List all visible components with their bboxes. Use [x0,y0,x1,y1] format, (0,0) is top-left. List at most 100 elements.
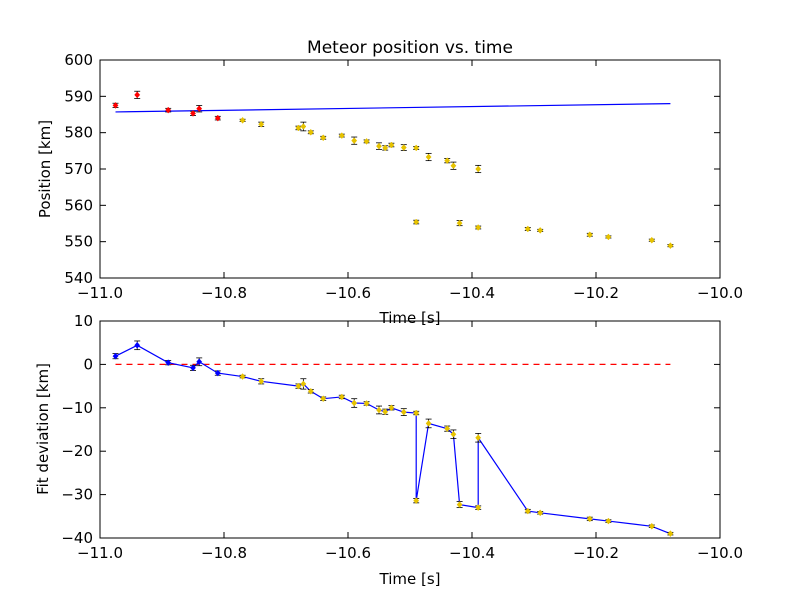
position-y-axis-label: Position [km] [36,120,54,218]
deviation-y-tick-label: 0 [83,355,93,373]
position-point [475,164,482,174]
position-y-tick-label: 550 [64,233,93,251]
position-point [295,124,302,132]
position-x-tick-label: −10.0 [697,284,743,302]
fit-line [115,103,671,113]
deviation-point [537,509,544,517]
deviation-y-tick-label: 10 [74,312,93,330]
position-point [214,114,221,122]
deviation-point [475,433,482,443]
deviation-point [413,497,420,505]
deviation-point [363,400,370,407]
position-point [351,136,358,145]
deviation-point [425,418,432,429]
position-point [586,231,593,239]
deviation-point [605,517,612,525]
deviation-point [648,522,655,530]
position-point [363,138,370,145]
position-y-ticks: 540 550 560 570 580 590 600 [64,51,720,287]
position-point [196,105,203,113]
deviation-y-ticks: −40 −30 −20 −10 0 10 [61,312,720,547]
deviation-x-tick-label: −10.8 [201,544,247,562]
deviation-y-tick-label: −20 [61,442,93,460]
deviation-point [239,373,246,380]
deviation-point [667,530,674,538]
position-x-tick-label: −10.2 [573,284,619,302]
deviation-point [586,515,593,523]
deviation-point [190,364,196,372]
deviation-y-axis-label: Fit deviation [km] [34,363,52,495]
position-x-tick-label: −10.8 [201,284,247,302]
position-chart: Meteor position vs. time −11.0 −10.8 −10.6… [36,38,743,327]
deviation-point [338,393,345,401]
deviation-point [300,378,307,390]
position-point [307,128,314,136]
deviation-point [295,382,302,390]
deviation-point [388,404,395,412]
position-x-axis-label: Time [s] [379,309,441,327]
deviation-axes-frame [99,320,721,539]
position-plot-area [112,90,674,250]
deviation-x-axis-label: Time [s] [379,570,441,588]
deviation-line [115,344,671,535]
deviation-point [214,369,221,377]
position-y-tick-label: 560 [64,196,93,214]
deviation-plot-area [112,340,674,538]
position-point [524,225,531,233]
deviation-point [320,395,327,403]
position-point [320,134,327,142]
position-point [239,116,246,124]
position-point [537,227,544,234]
position-point [400,144,407,151]
position-x-tick-label: −10.4 [449,284,495,302]
position-point [376,142,382,150]
position-y-tick-label: 600 [64,51,93,69]
position-point [388,141,395,149]
position-x-tick-label: −11.0 [77,284,123,302]
deviation-y-tick-label: −30 [61,486,93,504]
deviation-point [456,501,463,509]
deviation-point [258,377,265,385]
deviation-point [475,504,482,512]
position-y-tick-label: 540 [64,269,93,287]
deviation-point [134,340,141,351]
deviation-point [382,408,389,416]
deviation-x-tick-label: −10.0 [697,544,743,562]
deviation-y-tick-label: −40 [61,529,93,547]
position-point [444,157,451,165]
position-axes-frame [99,59,721,279]
position-y-tick-label: 580 [64,124,93,142]
deviation-point [450,429,457,440]
position-point [112,102,119,109]
deviation-x-tick-label: −10.4 [449,544,495,562]
deviation-y-tick-label: −10 [61,399,93,417]
position-point [450,161,457,170]
deviation-point [524,507,531,515]
position-point [258,120,265,128]
deviation-point [112,352,119,360]
deviation-point [307,387,314,395]
deviation-point [165,359,172,367]
deviation-point [444,425,451,433]
position-x-tick-label: −10.6 [325,284,371,302]
position-point [413,218,420,226]
position-point [165,106,172,114]
position-point [456,219,463,227]
deviation-x-tick-label: −10.2 [573,544,619,562]
chart-title: Meteor position vs. time [307,38,513,58]
position-point [413,144,420,152]
position-x-ticks: −11.0 −10.8 −10.6 −10.4 −10.2 −10.0 [77,60,743,302]
position-point [300,121,307,132]
deviation-point [351,398,358,408]
deviation-x-ticks: −11.0 −10.8 −10.6 −10.4 −10.2 −10.0 [77,321,743,562]
position-point [190,110,196,117]
position-point [425,152,432,162]
position-point [648,236,655,244]
position-point [338,132,345,139]
position-y-tick-label: 590 [64,87,93,105]
deviation-x-tick-label: −10.6 [325,544,371,562]
deviation-point [413,409,420,417]
deviation-point [400,408,407,417]
deviation-point [196,357,203,367]
